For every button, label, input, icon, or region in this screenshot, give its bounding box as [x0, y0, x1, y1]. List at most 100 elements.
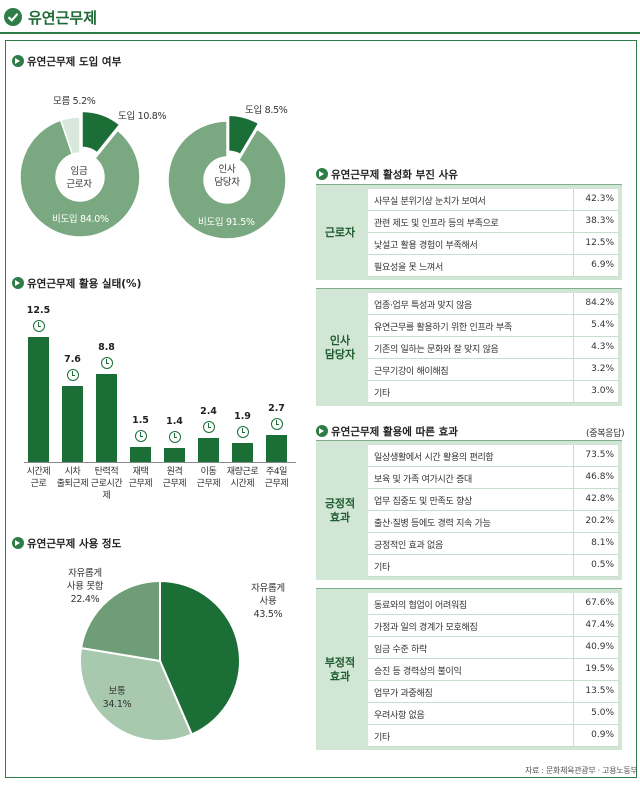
- row-value: 46.8%: [585, 472, 614, 482]
- check-icon: [4, 8, 22, 26]
- row-divider: [573, 637, 574, 659]
- row-divider: [573, 315, 574, 337]
- category-line: 이동: [200, 467, 217, 477]
- row-divider: [573, 533, 574, 555]
- row-label: 승진 등 경력상의 불이익: [374, 667, 462, 677]
- table-row: 임금 수준 하락 40.9%: [368, 637, 618, 659]
- row-label: 기타: [374, 563, 390, 573]
- table-row: 업종·업무 특성과 맞지 않음 84.2%: [368, 293, 618, 315]
- row-label: 업무가 과중해짐: [374, 689, 433, 699]
- group-label: 근로자: [316, 185, 364, 280]
- x-axis-line: [24, 462, 296, 463]
- row-divider: [573, 293, 574, 315]
- row-divider: [573, 233, 574, 255]
- donut-slice: [19, 119, 141, 238]
- row-label: 사무실 분위기상 눈치가 보여서: [374, 197, 486, 207]
- row-divider: [573, 725, 574, 747]
- clock-icon: [270, 418, 283, 430]
- label-line: 사용 못함: [66, 581, 104, 592]
- bar-category-label: 시간제 근로: [20, 466, 57, 490]
- row-value: 19.5%: [585, 664, 614, 674]
- row-divider: [573, 359, 574, 381]
- table-row: 가정과 일의 경계가 모호해짐 47.4%: [368, 615, 618, 637]
- table-row: 보육 및 가족 여가시간 증대 46.8%: [368, 467, 618, 489]
- table-row: 유연근무를 활용하기 위한 인프라 부족 5.4%: [368, 315, 618, 337]
- bullet-icon: [12, 55, 24, 67]
- bullet-icon: [316, 425, 328, 437]
- row-value: 40.9%: [585, 642, 614, 652]
- group-label-line: 담당자: [324, 347, 356, 361]
- bar-value-label: 1.4: [166, 416, 183, 427]
- category-line: 출퇴근제: [56, 479, 89, 489]
- row-label: 필요성을 못 느껴서: [374, 263, 443, 273]
- bullet-icon: [316, 168, 328, 180]
- bar-value-label: 8.8: [98, 342, 115, 353]
- bullet-icon: [12, 537, 24, 549]
- clock-icon: [32, 320, 45, 332]
- section-title-adoption: 유연근무제 도입 여부: [12, 54, 121, 69]
- table-row: 기타 0.5%: [368, 555, 618, 577]
- category-line: 시간제: [230, 479, 255, 489]
- row-label: 임금 수준 하락: [374, 645, 428, 655]
- content-frame: [5, 40, 637, 778]
- group-label-line: 효과: [329, 510, 351, 524]
- category-line: 탄력적: [94, 467, 119, 477]
- section-title-text: 유연근무제 활용 실태(%): [27, 278, 142, 290]
- row-divider: [573, 381, 574, 403]
- group-label-line: 근로자: [324, 225, 356, 239]
- row-label: 관련 제도 및 인프라 등의 부족으로: [374, 219, 499, 229]
- bar: [266, 435, 287, 462]
- bar-category-label: 시차 출퇴근제: [54, 466, 91, 490]
- bar: [62, 386, 83, 462]
- table-row: 기타 3.0%: [368, 381, 618, 403]
- row-label: 출산·질병 등에도 경력 지속 가능: [374, 519, 491, 529]
- slice-label-not-adopted: 비도입 91.5%: [198, 217, 255, 228]
- row-label: 우려사항 없음: [374, 711, 425, 721]
- row-label: 낯설고 활용 경험이 부족해서: [374, 241, 478, 251]
- section-title-usage: 유연근무제 활용 실태(%): [12, 276, 141, 291]
- row-value: 67.6%: [585, 598, 614, 608]
- row-divider: [573, 511, 574, 533]
- donut-center-label: 임금 근로자: [56, 165, 102, 191]
- pie-slice: [79, 579, 161, 663]
- clock-icon: [66, 369, 79, 381]
- category-line: 근무제: [196, 479, 221, 489]
- table-group: 인사 담당자 업종·업무 특성과 맞지 않음 84.2% 유연근무를 활용하기 위한 인…: [316, 288, 622, 406]
- clock-icon: [236, 426, 249, 438]
- row-value: 13.5%: [585, 686, 614, 696]
- bar-value-label: 1.5: [132, 415, 149, 426]
- page-header: 유연근무제: [0, 0, 640, 34]
- row-divider: [573, 445, 574, 467]
- section-title-effects: 유연근무제 활용에 따른 효과: [316, 424, 458, 439]
- clock-icon: [134, 430, 147, 442]
- row-value: 12.5%: [585, 238, 614, 248]
- row-divider: [573, 703, 574, 725]
- center-line: 인사: [218, 164, 236, 175]
- section-title-reasons: 유연근무제 활성화 부진 사유: [316, 167, 458, 182]
- page-title: 유연근무제: [28, 9, 98, 27]
- bar-value-label: 12.5: [26, 305, 51, 316]
- clock-icon: [100, 357, 113, 369]
- row-label: 유연근무를 활용하기 위한 인프라 부족: [374, 323, 512, 333]
- slice-label-normal: 보통 34.1%: [92, 685, 142, 711]
- slice-label-unknown: 모름 5.2%: [53, 96, 96, 107]
- table-row: 근무기강이 해이해짐 3.2%: [368, 359, 618, 381]
- slice-label-free: 자유롭게 사용 43.5%: [238, 582, 298, 621]
- category-line: 근무제: [128, 479, 153, 489]
- table-group: 근로자 사무실 분위기상 눈치가 보여서 42.3% 관련 제도 및 인프라 등의 부…: [316, 184, 622, 280]
- row-label: 긍정적인 효과 없음: [374, 541, 443, 551]
- section-title-text: 유연근무제 활성화 부진 사유: [331, 169, 458, 181]
- row-label: 기존의 일하는 문화와 잘 맞지 않음: [374, 345, 499, 355]
- group-label-line: 부정적: [324, 655, 356, 669]
- donut-slice: [227, 114, 260, 156]
- row-divider: [573, 681, 574, 703]
- bar-value-label: 7.6: [64, 354, 81, 365]
- table-row: 필요성을 못 느껴서 6.9%: [368, 255, 618, 277]
- category-line: 재택: [132, 467, 149, 477]
- multi-response-note: (중복응답): [586, 429, 625, 439]
- label-line: 자유롭게: [251, 583, 285, 594]
- row-value: 73.5%: [585, 450, 614, 460]
- row-divider: [573, 615, 574, 637]
